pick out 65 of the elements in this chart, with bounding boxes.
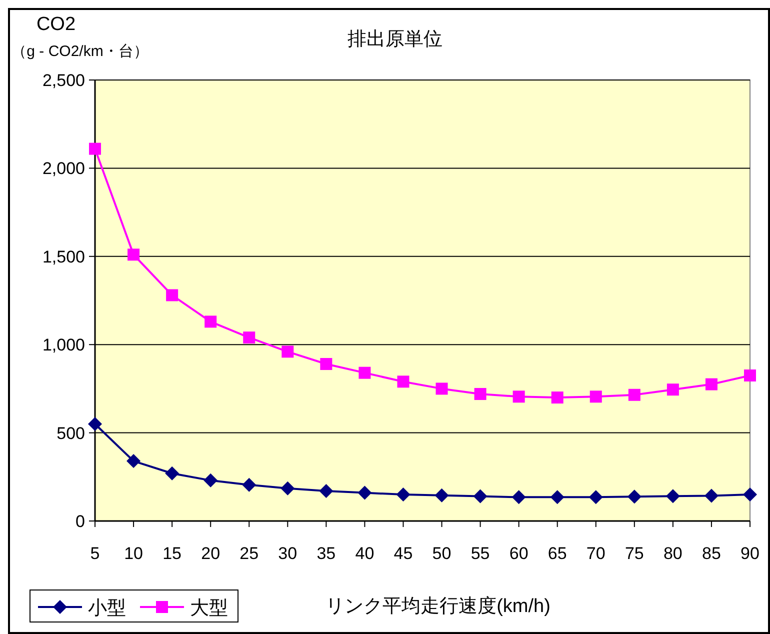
point <box>434 488 449 502</box>
x-tick-label: 80 <box>663 544 682 563</box>
x-tick-label: 10 <box>124 544 143 563</box>
x-tick-label: 15 <box>162 544 182 563</box>
legend-label: 大型 <box>190 598 228 619</box>
point <box>397 376 410 388</box>
point <box>242 478 256 492</box>
point <box>590 390 602 403</box>
x-tick-label: 55 <box>470 544 490 563</box>
point <box>628 388 640 401</box>
point <box>512 390 525 403</box>
point <box>666 489 680 504</box>
point <box>88 416 102 431</box>
point <box>128 248 140 261</box>
y-axis-title: CO2 （g - CO2/km・台） <box>12 14 148 60</box>
point <box>165 466 180 480</box>
point <box>705 378 718 390</box>
x-tick-label: 30 <box>278 544 298 563</box>
y-tick-label: 2,000 <box>42 159 85 178</box>
x-tick-label: 90 <box>740 544 760 563</box>
point <box>396 488 410 502</box>
x-tick-label: 35 <box>316 544 336 563</box>
x-tick-label: 60 <box>509 544 528 563</box>
y-tick-label: 2,500 <box>42 71 85 90</box>
point <box>550 490 564 504</box>
x-tick-label: 40 <box>355 544 374 563</box>
point <box>358 486 372 500</box>
x-tick-label: 85 <box>702 544 721 563</box>
point <box>319 484 334 498</box>
point <box>166 289 178 302</box>
y-tick-label: 1,500 <box>42 247 85 266</box>
y-tick-label: 0 <box>76 512 85 531</box>
point <box>588 490 603 504</box>
x-tick-label: 65 <box>548 544 567 563</box>
point <box>512 490 526 504</box>
x-tick-label: 5 <box>90 544 100 563</box>
point <box>358 366 371 379</box>
x-tick-label: 75 <box>624 544 644 563</box>
point <box>282 346 294 358</box>
x-tick-label: 50 <box>432 544 452 563</box>
x-tick-label: 45 <box>394 544 413 563</box>
point <box>473 489 488 504</box>
point <box>436 382 448 395</box>
point <box>744 369 756 382</box>
point <box>320 358 332 370</box>
point <box>627 490 642 504</box>
y-tick-label: 500 <box>56 424 85 443</box>
y-tick-label: 1,000 <box>42 336 85 355</box>
point <box>704 488 718 503</box>
point <box>243 332 256 344</box>
point <box>204 316 217 328</box>
point <box>551 392 564 404</box>
chart-title: 排出原単位 <box>348 29 442 50</box>
point <box>126 454 141 468</box>
x-tick-label: 20 <box>201 544 220 563</box>
point <box>280 481 295 496</box>
legend-label: 小型 <box>88 598 126 619</box>
point <box>743 488 757 502</box>
point <box>666 384 679 396</box>
point <box>89 142 101 155</box>
x-tick-label: 70 <box>586 544 606 563</box>
x-tick-label: 25 <box>240 544 259 563</box>
point <box>204 473 218 488</box>
point <box>474 388 486 400</box>
x-axis-title: リンク平均走行速度(km/h) <box>326 595 550 617</box>
